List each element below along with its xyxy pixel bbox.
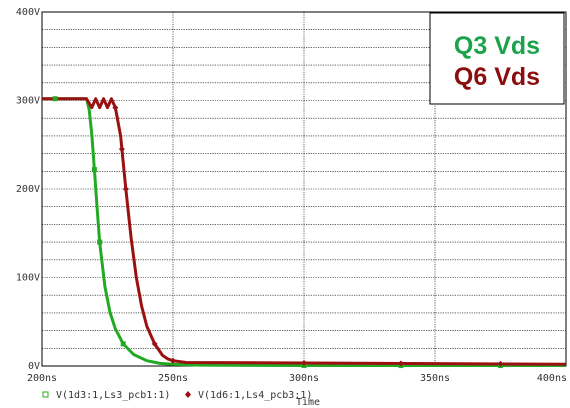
x-axis-label: Time <box>296 397 320 408</box>
series-lines <box>42 97 567 368</box>
series-marker <box>118 146 125 153</box>
y-tick-label: 300V <box>16 96 40 107</box>
legend: V(1d3:1,Ls3_pcb1:1) V(1d6:1,Ls4_pcb3:1) <box>42 390 312 401</box>
series-markers <box>52 96 504 369</box>
x-tick-label: 200ns <box>27 373 57 384</box>
series-marker <box>151 340 158 347</box>
legend-marker <box>185 391 191 398</box>
series-marker <box>122 186 129 192</box>
series-marker <box>91 167 97 173</box>
annotation-box: Q3 Vds Q6 Vds <box>429 12 565 105</box>
series-marker <box>120 341 126 347</box>
y-tick-label: 200V <box>16 184 40 195</box>
x-tick-label: 300ns <box>289 373 319 384</box>
annotation-background <box>429 12 565 105</box>
legend-label: V(1d6:1,Ls4_pcb3:1) <box>198 390 312 401</box>
y-tick-label: 100V <box>16 273 40 284</box>
x-tick-label: 400ns <box>537 373 567 384</box>
legend-label: V(1d3:1,Ls3_pcb1:1) <box>56 390 170 401</box>
annotation-label: Q3 Vds <box>454 32 540 60</box>
x-tick-labels: 200ns 250ns 300ns 350ns 400ns <box>27 373 567 384</box>
grid-lines <box>42 12 566 366</box>
series-marker <box>397 360 404 367</box>
y-tick-label: 0V <box>28 361 40 372</box>
series-marker <box>301 360 307 367</box>
series-marker <box>497 360 504 367</box>
x-tick-label: 250ns <box>158 373 188 384</box>
y-tick-label: 400V <box>16 7 40 18</box>
series-marker <box>52 96 58 102</box>
series-line-2 <box>42 97 567 366</box>
legend-marker <box>42 391 49 398</box>
annotation-label: Q6 Vds <box>454 63 540 91</box>
series-marker <box>112 104 119 111</box>
series-marker <box>97 239 103 245</box>
x-tick-label: 350ns <box>420 373 450 384</box>
series-marker <box>170 357 176 364</box>
y-tick-labels: 0V 100V 200V 300V 400V <box>16 7 40 372</box>
